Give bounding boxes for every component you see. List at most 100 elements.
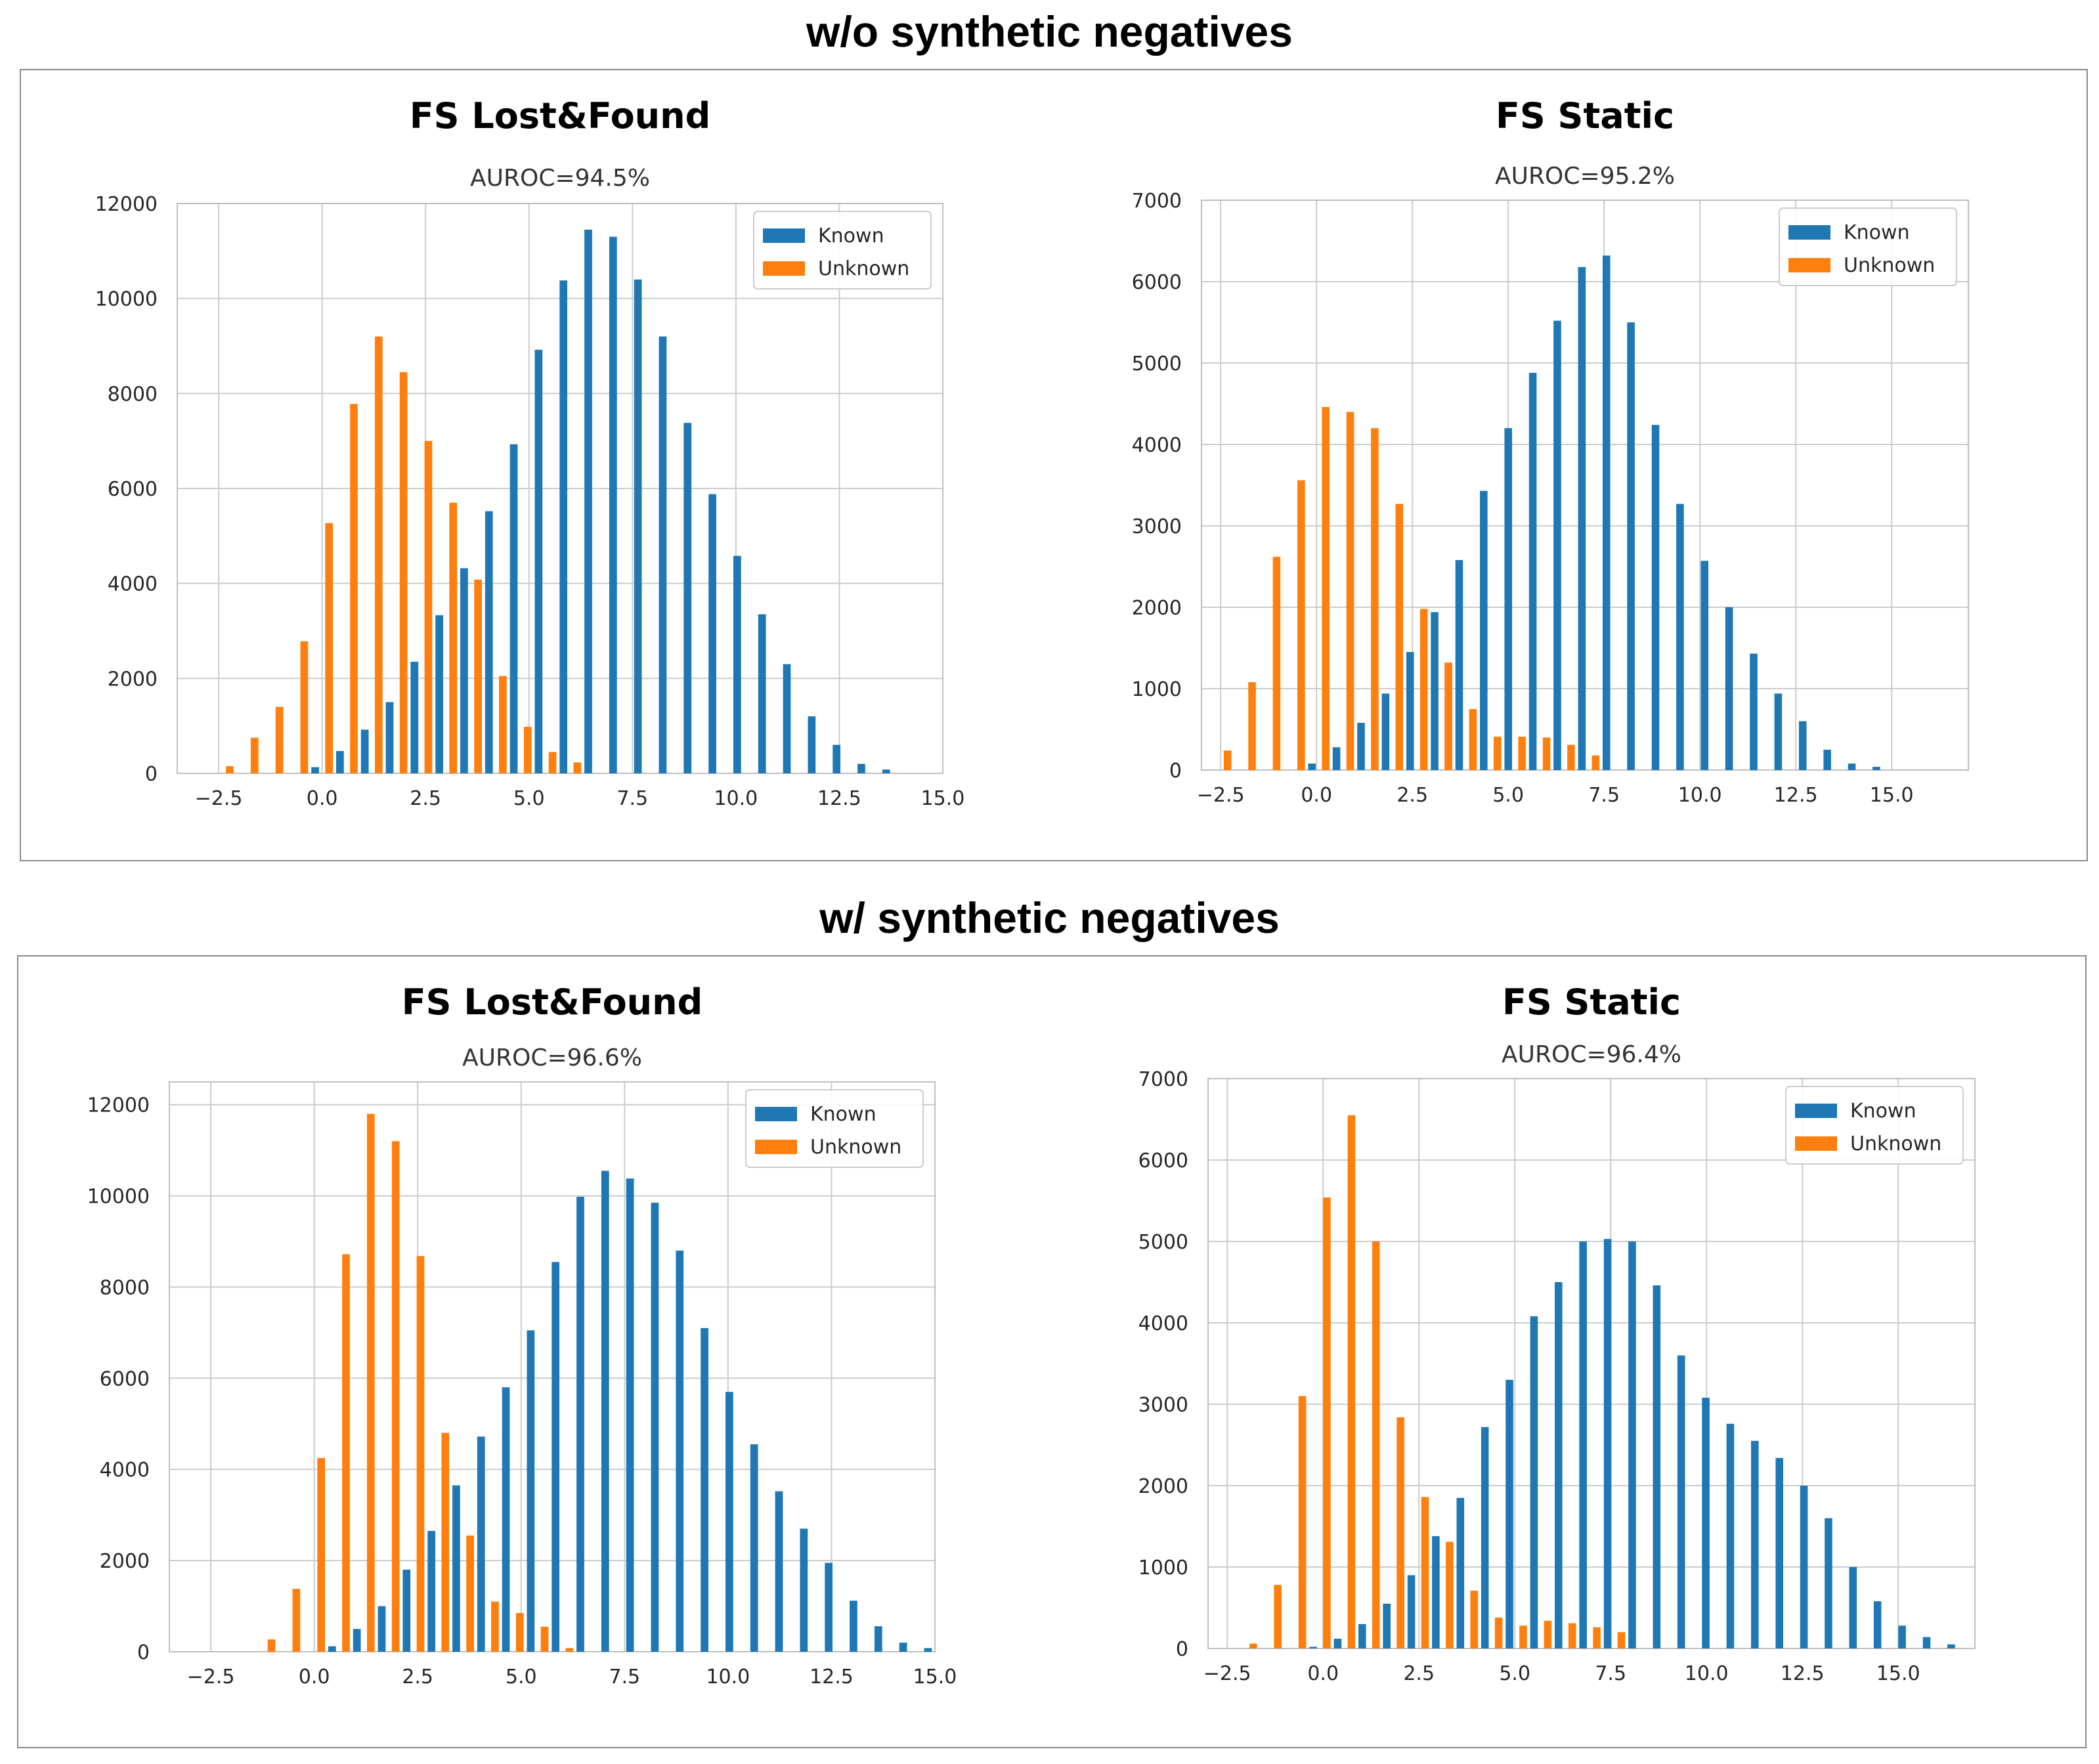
unknown-bar — [1347, 1115, 1356, 1648]
unknown-bar — [1591, 755, 1600, 770]
known-bar — [1872, 767, 1880, 770]
known-bar — [659, 336, 667, 773]
x-tick-label: 7.5 — [1588, 784, 1620, 807]
unknown-bar — [1469, 709, 1477, 770]
section-title-with: w/ synthetic negatives — [819, 893, 1280, 942]
known-bar — [1456, 1497, 1465, 1648]
known-bar — [1530, 1316, 1538, 1648]
x-tick-label: 2.5 — [402, 1666, 433, 1689]
unknown-bar — [474, 579, 482, 773]
known-bar — [676, 1250, 684, 1652]
known-bar — [1309, 1646, 1317, 1648]
unknown-bar — [548, 752, 557, 773]
known-bar — [825, 1562, 833, 1652]
known-bar — [1825, 1518, 1832, 1648]
known-bar — [410, 662, 419, 773]
known-bar — [626, 1178, 634, 1652]
known-bar — [460, 568, 468, 773]
x-tick-label: 12.5 — [810, 1666, 854, 1689]
known-bar — [435, 615, 443, 773]
known-bar — [328, 1646, 336, 1652]
known-bar — [1383, 1603, 1391, 1648]
known-bar — [850, 1601, 857, 1652]
unknown-bar — [342, 1254, 350, 1652]
known-bar — [924, 1648, 932, 1652]
unknown-bar — [1395, 504, 1404, 770]
y-tick-label: 4000 — [1138, 1312, 1188, 1335]
auroc-subtitle: AUROC=96.6% — [462, 1044, 642, 1071]
unknown-bar — [1544, 1620, 1552, 1648]
known-bar — [733, 555, 741, 773]
unknown-bar — [250, 737, 259, 773]
known-bar — [1823, 750, 1831, 770]
known-bar — [1480, 490, 1488, 770]
x-tick-label: 7.5 — [1595, 1662, 1626, 1685]
unknown-bar — [1272, 557, 1281, 770]
legend-label: Known — [1850, 1100, 1916, 1123]
known-bar — [1332, 747, 1341, 770]
legend-swatch-unknown — [1788, 258, 1830, 272]
known-bar — [775, 1491, 783, 1652]
known-bar — [1800, 1486, 1808, 1648]
chart-title: FS Lost&Found — [402, 981, 703, 1023]
known-bar — [833, 744, 841, 773]
unknown-bar — [1298, 1396, 1307, 1648]
unknown-bar — [1444, 662, 1452, 770]
unknown-bar — [292, 1589, 301, 1652]
known-bar — [1627, 322, 1635, 770]
known-bar — [1798, 721, 1807, 770]
legend-label: Known — [1844, 221, 1910, 244]
unknown-bar — [1249, 1643, 1257, 1648]
known-bar — [783, 664, 791, 773]
y-tick-label: 6000 — [100, 1367, 150, 1390]
unknown-bar — [573, 762, 582, 773]
legend-swatch-known — [1788, 225, 1830, 240]
chart-title: FS Static — [1502, 981, 1681, 1023]
known-bar — [485, 511, 493, 773]
unknown-bar — [1593, 1627, 1601, 1648]
unknown-bar — [1396, 1417, 1404, 1648]
unknown-bar — [449, 502, 458, 773]
unknown-bar — [441, 1432, 450, 1652]
x-tick-label: 0.0 — [307, 787, 338, 810]
unknown-bar — [391, 1141, 400, 1652]
unknown-bar — [540, 1626, 549, 1652]
known-bar — [402, 1570, 411, 1652]
known-bar — [1676, 504, 1684, 770]
y-tick-label: 2000 — [1138, 1475, 1188, 1498]
known-bar — [576, 1196, 584, 1652]
y-tick-label: 2000 — [1132, 597, 1182, 620]
unknown-bar — [515, 1612, 524, 1652]
unknown-bar — [399, 372, 408, 773]
known-bar — [353, 1629, 361, 1652]
unknown-bar — [416, 1256, 425, 1652]
legend-label: Known — [810, 1103, 876, 1126]
known-bar — [701, 1327, 708, 1652]
legend-swatch-unknown — [1795, 1136, 1837, 1151]
unknown-bar — [267, 1639, 276, 1652]
x-tick-label: 15.0 — [1876, 1662, 1920, 1685]
known-bar — [335, 751, 344, 773]
known-bar — [609, 236, 617, 774]
unknown-bar — [1248, 682, 1256, 770]
known-bar — [1603, 1239, 1612, 1648]
known-bar — [552, 1262, 560, 1652]
panel-with — [17, 955, 2087, 1748]
y-tick-label: 8000 — [100, 1276, 150, 1299]
legend-swatch-known — [763, 228, 805, 243]
x-tick-label: 12.5 — [1774, 784, 1818, 807]
known-bar — [477, 1436, 485, 1652]
known-bar — [509, 444, 518, 773]
known-bar — [1751, 1440, 1759, 1648]
unknown-bar — [1323, 1197, 1331, 1648]
x-tick-label: 15.0 — [921, 787, 965, 810]
x-tick-label: −2.5 — [195, 787, 243, 810]
known-bar — [1333, 1639, 1342, 1648]
known-bar — [1873, 1601, 1882, 1648]
known-bar — [651, 1203, 659, 1652]
y-tick-label: 4000 — [108, 573, 158, 596]
known-bar — [1432, 1536, 1440, 1648]
x-tick-label: 0.0 — [1301, 784, 1332, 807]
y-tick-label: 0 — [1176, 1638, 1188, 1661]
